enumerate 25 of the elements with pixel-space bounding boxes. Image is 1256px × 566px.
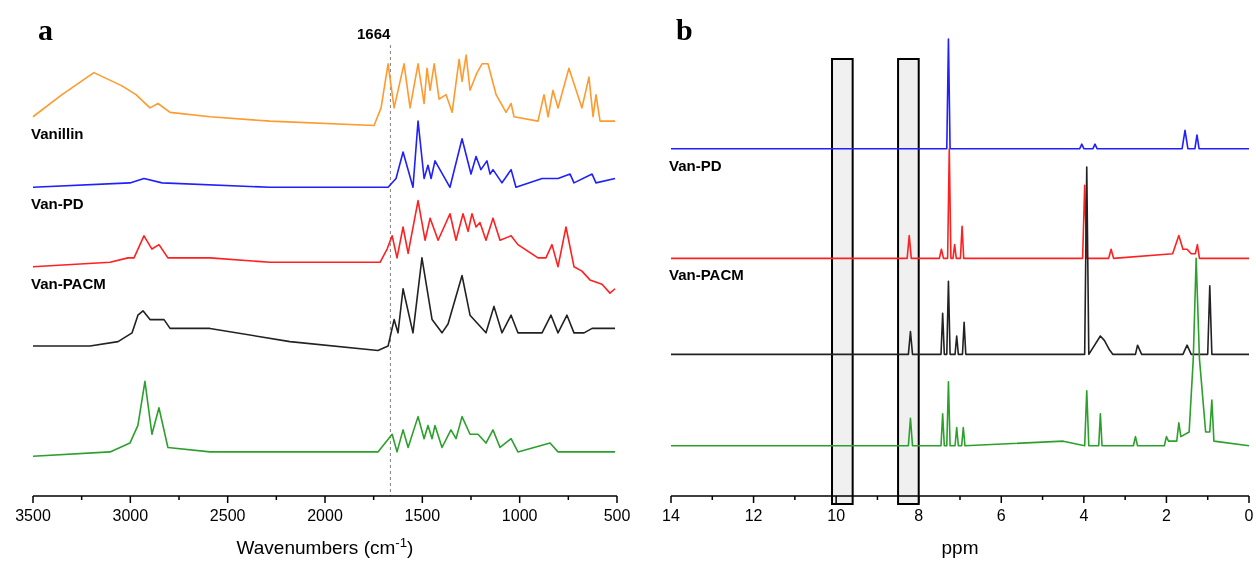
x-tick-label: 1500	[404, 507, 441, 524]
x-tick-label: 10	[827, 507, 846, 524]
x-tick-label: 4	[1079, 507, 1089, 524]
x-tick-label: 6	[996, 507, 1006, 524]
x-tick-label: 0	[1244, 507, 1254, 524]
x-tick-label: 500	[603, 507, 631, 524]
chart-title: b	[676, 13, 693, 46]
x-tick-label: 12	[744, 507, 763, 524]
x-tick-label: 1000	[501, 507, 538, 524]
x-axis-title: Wavenumbers (cm$^{-1}$)	[236, 534, 414, 558]
x-tick-label: 8	[914, 507, 924, 524]
x-tick-label: 2500	[209, 507, 246, 524]
series-label: Van-PACM	[669, 266, 744, 284]
x-tick-label: 2000	[307, 507, 343, 524]
series-label: Van-PD	[31, 195, 84, 213]
x-tick-label: 14	[662, 507, 680, 524]
series-label: Van-PACM	[31, 274, 106, 292]
x-tick-label: 3500	[15, 507, 51, 524]
chart-title: a	[38, 13, 53, 46]
ref-line-label: 1664	[357, 25, 392, 42]
series-label: Vanillin	[31, 124, 84, 142]
x-axis-title: ppm	[941, 537, 979, 558]
x-tick-label: 3000	[112, 507, 149, 524]
x-tick-label: 2	[1161, 507, 1171, 524]
series-label: Van-PD	[669, 156, 722, 174]
